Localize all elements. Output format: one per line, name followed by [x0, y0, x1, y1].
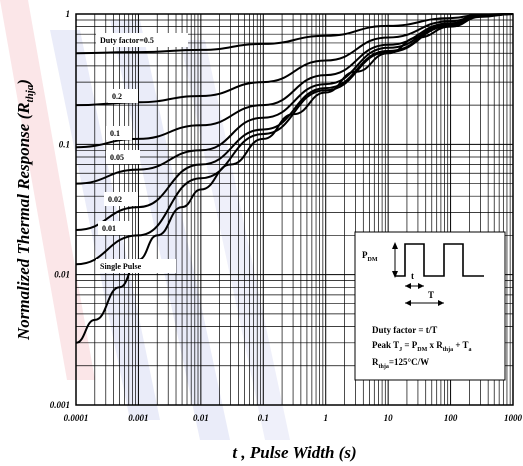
y-tick-label: 0.01: [54, 270, 70, 280]
series-label-bg: [104, 192, 138, 206]
text-part: + T: [453, 340, 468, 350]
subscript: DM: [417, 347, 427, 353]
x-tick-label: 0.1: [258, 413, 269, 423]
arrow-head: [438, 300, 444, 306]
series-label-bg: [106, 126, 132, 140]
x-tick-labels: 0.0001 0.001 0.01 0.1 1 10 100 1000: [64, 413, 523, 423]
T-label: T: [428, 290, 434, 300]
series-label-bg: [108, 89, 138, 103]
arrow-head: [392, 242, 398, 249]
subscript: J: [399, 347, 402, 353]
series-label-bg: [96, 33, 188, 47]
series-line: [75, 13, 514, 55]
t-label: t: [411, 271, 414, 281]
x-tick-label: 0.01: [193, 413, 209, 423]
y-axis-label: Normalized Thermal Response (Rthja): [14, 79, 36, 341]
watermark-stripe: [180, 40, 290, 440]
plot-frame: [75, 13, 514, 406]
subscript: a: [469, 347, 472, 353]
chart-grid: [75, 14, 513, 406]
series-label: Duty factor=0.5: [100, 36, 154, 45]
watermark-stripe: [0, 0, 95, 380]
x-tick-label: 10: [384, 413, 394, 423]
inset-line-2: Peak TJ = PDM x Rthja + Ta: [372, 340, 472, 353]
series-label: 0.02: [108, 195, 122, 204]
series-label: Single Pulse: [100, 262, 142, 271]
x-tick-label: 1000: [504, 413, 523, 423]
series-label-bg: [96, 259, 176, 273]
x-tick-label: 0.001: [128, 413, 148, 423]
series-label-bg: [98, 221, 130, 235]
series-line: [75, 13, 514, 107]
y-axis-label-subscript: thja: [24, 84, 36, 102]
series-label: 0.05: [110, 153, 124, 162]
y-tick-label: 0.1: [59, 139, 70, 149]
watermark-stripe: [110, 20, 230, 440]
x-tick-label: 100: [444, 413, 458, 423]
x-tick-label: 0.0001: [64, 413, 89, 423]
inset-box: [354, 231, 506, 381]
arrow-head: [405, 300, 411, 306]
y-tick-labels: 0.001 0.01 0.1 1: [50, 9, 70, 410]
pdm-subscript: DM: [368, 257, 378, 263]
y-tick-label: 0.001: [50, 400, 70, 410]
text-part: =125°C/W: [389, 357, 429, 367]
series-label-bg: [106, 150, 140, 164]
text-part: Peak T: [372, 340, 399, 350]
series-label: 0.01: [102, 224, 116, 233]
subscript: thja: [443, 347, 453, 353]
y-tick-label: 1: [66, 9, 71, 19]
y-axis-label-end: ): [14, 79, 33, 87]
inset-line-3: Rthja=125°C/W: [372, 357, 429, 370]
arrow-head: [405, 283, 411, 289]
subscript: thja: [379, 364, 389, 370]
text-part: R: [372, 357, 379, 367]
x-axis-label: t , Pulse Width (s): [232, 443, 356, 462]
series-label: 0.1: [110, 129, 120, 138]
x-tick-label: 1: [323, 413, 328, 423]
series-label: 0.2: [112, 92, 122, 101]
pulse-waveform: [395, 243, 484, 277]
inset-line-1: Duty factor = t/T: [372, 325, 437, 335]
series-labels: Duty factor=0.5 0.2 0.1 0.05 0.02 0.01 Single …: [96, 33, 188, 273]
arrow-head: [418, 283, 424, 289]
text-part: = P: [402, 340, 418, 350]
text-part: x R: [427, 340, 443, 350]
arrow-head: [392, 271, 398, 278]
